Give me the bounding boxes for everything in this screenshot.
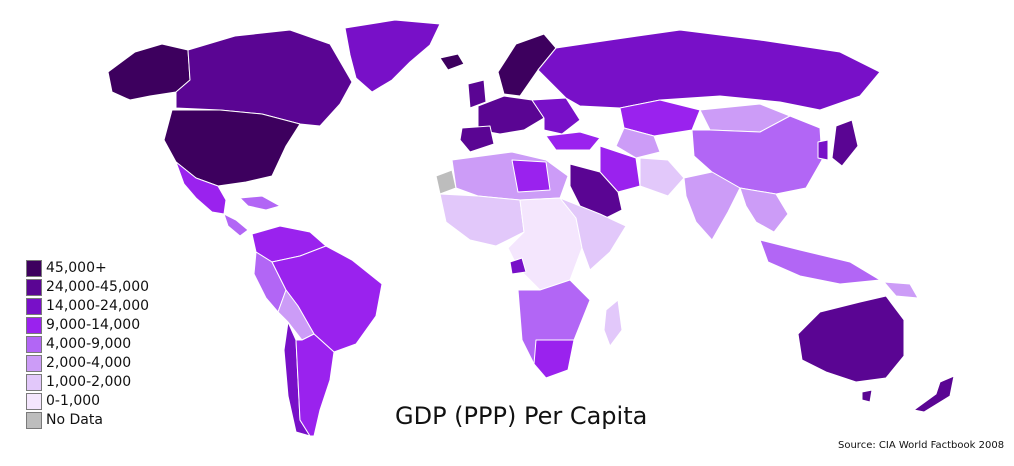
legend-item: 4,000-9,000 (26, 335, 149, 354)
map-title: GDP (PPP) Per Capita (395, 402, 648, 430)
legend-label: 1,000-2,000 (46, 374, 132, 390)
region-new-zealand (913, 375, 955, 413)
region-malaysia-indonesia (759, 239, 881, 285)
legend-swatch (26, 260, 42, 277)
legend-swatch (26, 279, 42, 296)
legend-item: 24,000-45,000 (26, 278, 149, 297)
legend-swatch (26, 317, 42, 334)
region-south-africa (533, 339, 575, 379)
legend-swatch (26, 393, 42, 410)
region-russia (537, 29, 881, 111)
legend: 45,000+ 24,000-45,000 14,000-24,000 9,00… (26, 259, 149, 430)
legend-swatch (26, 412, 42, 429)
region-canada (175, 29, 353, 127)
legend-item: 0-1,000 (26, 392, 149, 411)
region-korea (817, 139, 829, 161)
source-credit: Source: CIA World Factbook 2008 (838, 440, 1005, 451)
legend-swatch (26, 336, 42, 353)
region-papua-new-guinea (883, 281, 919, 299)
region-iran (599, 145, 641, 193)
region-united-states (163, 109, 301, 187)
region-tasmania (861, 389, 873, 403)
region-japan (831, 119, 859, 167)
region-afghanistan-pakistan (639, 157, 685, 197)
region-central-america (223, 213, 249, 237)
legend-label: 24,000-45,000 (46, 279, 150, 295)
region-china (691, 115, 823, 195)
region-western-sahara (435, 169, 457, 195)
region-southeast-asia (739, 187, 789, 233)
region-argentina (295, 333, 335, 437)
region-iberia (459, 125, 495, 153)
legend-swatch (26, 355, 42, 372)
legend-label: 2,000-4,000 (46, 355, 132, 371)
legend-item: 1,000-2,000 (26, 373, 149, 392)
legend-item: 2,000-4,000 (26, 354, 149, 373)
region-madagascar (603, 299, 623, 347)
legend-swatch (26, 298, 42, 315)
region-india (683, 171, 741, 241)
legend-swatch (26, 374, 42, 391)
region-east-africa (559, 197, 627, 271)
region-central-asia (615, 127, 661, 159)
legend-item: 9,000-14,000 (26, 316, 149, 335)
legend-label: 4,000-9,000 (46, 336, 132, 352)
region-australia (797, 295, 905, 383)
region-greenland (344, 19, 441, 93)
legend-item: 14,000-24,000 (26, 297, 149, 316)
legend-label: No Data (46, 412, 103, 428)
legend-label: 0-1,000 (46, 393, 101, 409)
legend-item: 45,000+ (26, 259, 149, 278)
region-iceland (439, 53, 465, 71)
region-west-africa (439, 193, 525, 247)
legend-label: 9,000-14,000 (46, 317, 141, 333)
region-north-africa (451, 151, 569, 201)
legend-item: No Data (26, 411, 149, 430)
region-libya (511, 159, 551, 193)
region-gabon (509, 257, 527, 275)
legend-label: 14,000-24,000 (46, 298, 150, 314)
legend-label: 45,000+ (46, 260, 107, 276)
region-caribbean (239, 195, 281, 211)
region-turkey (545, 131, 601, 151)
region-british-isles (467, 79, 487, 109)
